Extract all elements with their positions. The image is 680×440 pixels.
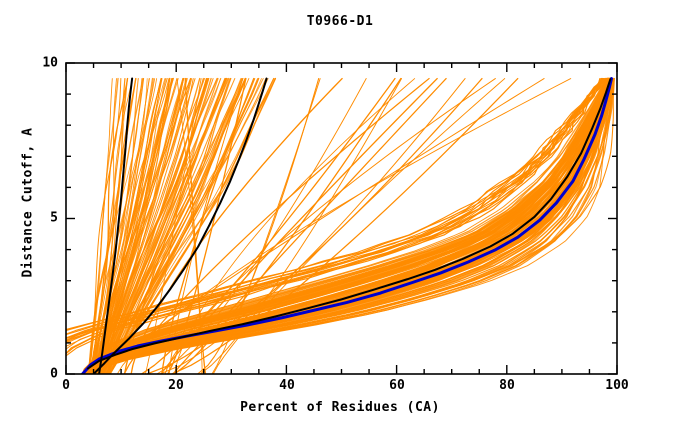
series-highlight-black-steep [98, 77, 134, 374]
x-tick-label-20: 20 [168, 378, 184, 393]
y-tick-label-10: 10 [42, 55, 58, 71]
series-highlight-black-lower [87, 78, 612, 370]
x-tick-label-80: 80 [499, 378, 515, 393]
x-tick-label-40: 40 [279, 378, 295, 393]
x-tick-label-60: 60 [389, 378, 405, 393]
y-tick-label-0: 0 [50, 366, 58, 382]
y-tick-label-5: 5 [50, 210, 58, 226]
chart-title: T0966-D1 [306, 14, 374, 29]
axis-frame [65, 62, 618, 375]
x-axis-label: Percent of Residues (CA) [240, 400, 440, 415]
series-highlight-black-mid [92, 77, 268, 374]
series-best-model-blue [81, 77, 613, 374]
highlight-curves [81, 77, 613, 374]
x-tick-label-100: 100 [605, 378, 629, 393]
x-tick-label-0: 0 [62, 378, 70, 393]
